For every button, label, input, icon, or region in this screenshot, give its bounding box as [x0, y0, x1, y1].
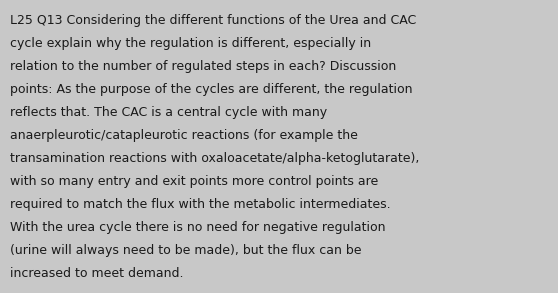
Text: With the urea cycle there is no need for negative regulation: With the urea cycle there is no need for… — [10, 221, 386, 234]
Text: with so many entry and exit points more control points are: with so many entry and exit points more … — [10, 175, 378, 188]
Text: cycle explain why the regulation is different, especially in: cycle explain why the regulation is diff… — [10, 37, 371, 50]
Text: required to match the flux with the metabolic intermediates.: required to match the flux with the meta… — [10, 198, 391, 211]
Text: anaerpleurotic/catapleurotic reactions (for example the: anaerpleurotic/catapleurotic reactions (… — [10, 129, 358, 142]
Text: L25 Q13 Considering the different functions of the Urea and CAC: L25 Q13 Considering the different functi… — [10, 14, 416, 27]
Text: relation to the number of regulated steps in each? Discussion: relation to the number of regulated step… — [10, 60, 396, 73]
Text: transamination reactions with oxaloacetate/alpha-ketoglutarate),: transamination reactions with oxaloaceta… — [10, 152, 420, 165]
Text: increased to meet demand.: increased to meet demand. — [10, 267, 184, 280]
Text: points: As the purpose of the cycles are different, the regulation: points: As the purpose of the cycles are… — [10, 83, 412, 96]
Text: (urine will always need to be made), but the flux can be: (urine will always need to be made), but… — [10, 244, 362, 257]
Text: reflects that. The CAC is a central cycle with many: reflects that. The CAC is a central cycl… — [10, 106, 327, 119]
